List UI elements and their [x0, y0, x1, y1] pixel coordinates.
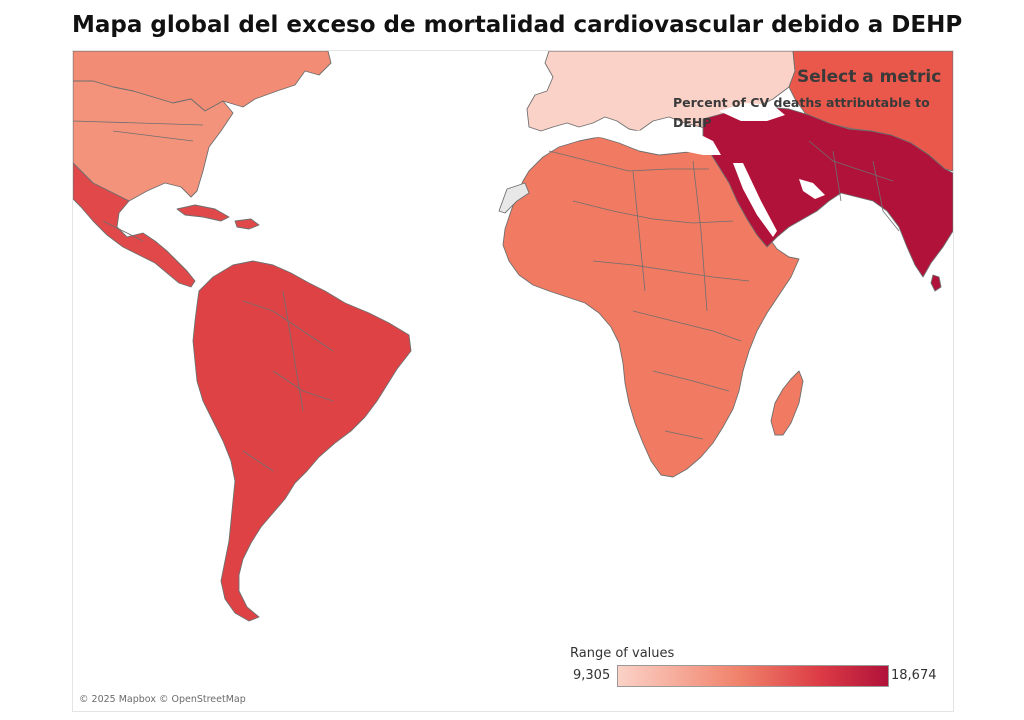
legend-color-ramp — [617, 665, 889, 687]
metric-selector-value[interactable]: Percent of CV deaths attributable to DEH… — [673, 95, 930, 130]
black-sea — [719, 103, 785, 121]
page-title: Mapa global del exceso de mortalidad car… — [72, 12, 963, 38]
mediterranean-sea — [543, 125, 721, 155]
persian-gulf — [799, 179, 825, 199]
region-madagascar[interactable] — [770, 370, 804, 436]
region-caribbean[interactable] — [176, 204, 230, 222]
metric-selector-title: Select a metric — [797, 67, 942, 87]
world-map-svg — [73, 51, 953, 622]
map-attribution[interactable]: © 2025 Mapbox © OpenStreetMap — [79, 694, 246, 705]
region-south-america[interactable] — [192, 260, 412, 622]
region-mexico-central-america[interactable] — [73, 162, 196, 288]
region-sri-lanka[interactable] — [930, 274, 942, 292]
region-middle-east-south-asia[interactable] — [702, 106, 953, 278]
red-sea — [733, 163, 777, 237]
legend-min-label: 9,305 — [573, 668, 611, 683]
region-western-sahara[interactable] — [498, 182, 530, 214]
legend-title: Range of values — [570, 646, 675, 661]
country-borders — [73, 120, 900, 472]
legend-max-label: 18,674 — [891, 668, 937, 683]
choropleth-map[interactable]: Select a metric Percent of CV deaths att… — [72, 50, 954, 712]
region-caribbean[interactable] — [234, 218, 260, 230]
